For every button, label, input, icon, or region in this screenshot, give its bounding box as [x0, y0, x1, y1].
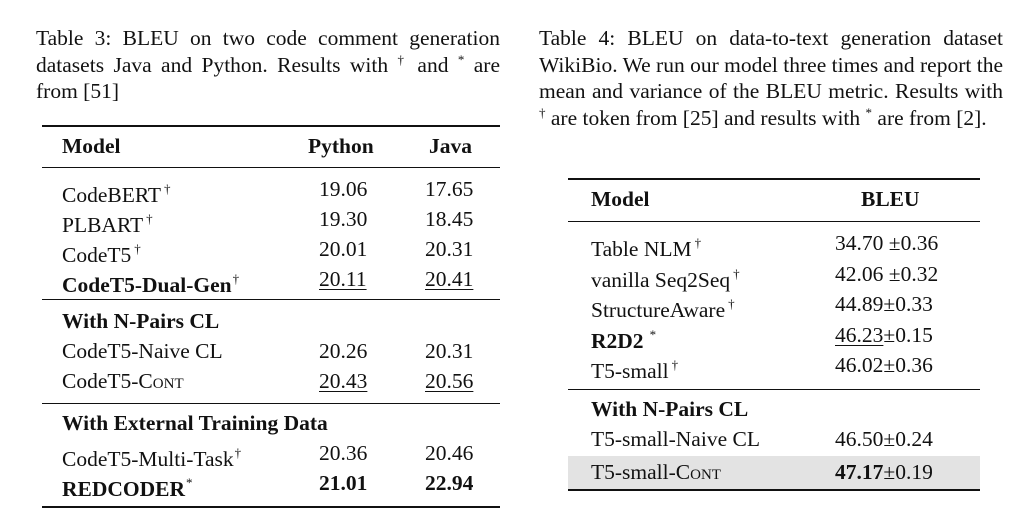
table-row-model: T5-small-Cont: [591, 460, 721, 484]
section-title: With N-Pairs CL: [591, 397, 749, 421]
section-rule: [42, 299, 500, 300]
table-row-python: 21.01: [319, 471, 368, 495]
table-row-java: 18.45: [425, 207, 474, 231]
table-row-java: 17.65: [425, 177, 474, 201]
header-bleu: BLEU: [861, 187, 920, 211]
top-rule: [42, 125, 500, 127]
table-row-python: 20.01: [319, 237, 368, 261]
table-row-model: T5-small †: [591, 357, 679, 383]
bottom-rule: [568, 489, 980, 491]
dagger-symbol: †: [397, 51, 409, 67]
table-row-model: vanilla Seq2Seq †: [591, 266, 740, 292]
table-row-bleu: 46.02±0.36: [835, 353, 933, 377]
table-row-model: Table NLM †: [591, 235, 702, 261]
table-row-bleu: 42.06 ±0.32: [835, 262, 939, 286]
bottom-rule: [42, 506, 500, 508]
table-row-java: 20.31: [425, 237, 474, 261]
header-rule: [568, 221, 980, 222]
table-row-python: 20.43: [319, 369, 368, 393]
top-rule: [568, 178, 980, 180]
table-row-model: CodeT5 †: [62, 241, 141, 267]
table4: Model BLEU Table NLM † 34.70 ±0.36 vanill…: [568, 178, 980, 492]
section-rule: [568, 389, 980, 390]
table-row-model: CodeT5-Dual-Gen†: [62, 271, 240, 297]
section-rule: [42, 403, 500, 404]
header-rule: [42, 167, 500, 168]
table-row-model: StructureAware †: [591, 296, 735, 322]
table-row-model: PLBART †: [62, 211, 153, 237]
table3: Model Python Java CodeBERT † 19.06 17.65 …: [42, 125, 500, 509]
header-model: Model: [62, 134, 121, 158]
table-row-java: 22.94: [425, 471, 474, 495]
highlight-row: [568, 456, 980, 489]
table-row-python: 19.06: [319, 177, 368, 201]
asterisk-symbol: *: [457, 51, 465, 67]
table3-caption: Table 3: BLEU on two code comment genera…: [36, 26, 500, 103]
table-row-python: 19.30: [319, 207, 368, 231]
table-row-bleu: 46.50±0.24: [835, 427, 933, 451]
table-row-model: T5-small-Naive CL: [591, 427, 760, 451]
table-row-java: 20.46: [425, 441, 474, 465]
table-row-java: 20.41: [425, 267, 474, 291]
table-row-bleu: 46.23±0.15: [835, 323, 933, 347]
table-row-bleu: 34.70 ±0.36: [835, 231, 939, 255]
section-title: With N-Pairs CL: [62, 309, 220, 333]
asterisk-symbol: *: [865, 104, 873, 120]
table-row-model: CodeBERT †: [62, 181, 171, 207]
table-row-model: CodeT5-Naive CL: [62, 339, 223, 363]
header-model: Model: [591, 187, 650, 211]
table4-caption: Table 4: BLEU on data-to-text generation…: [539, 26, 1003, 130]
table-row-model: R2D2 *: [591, 327, 657, 353]
table-row-python: 20.26: [319, 339, 368, 363]
dagger-symbol: †: [539, 104, 546, 120]
table-row-python: 20.11: [319, 267, 367, 291]
table-row-bleu: 44.89±0.33: [835, 292, 933, 316]
table-row-model: REDCODER*: [62, 475, 193, 501]
table-row-model: CodeT5-Cont: [62, 369, 184, 393]
table-row-bleu: 47.17±0.19: [835, 460, 933, 484]
table-row-model: CodeT5-Multi-Task†: [62, 445, 242, 471]
table-row-java: 20.56: [425, 369, 474, 393]
section-title: With External Training Data: [62, 411, 328, 435]
table-row-java: 20.31: [425, 339, 474, 363]
table-row-python: 20.36: [319, 441, 368, 465]
header-java: Java: [429, 134, 472, 158]
header-python: Python: [308, 134, 374, 158]
